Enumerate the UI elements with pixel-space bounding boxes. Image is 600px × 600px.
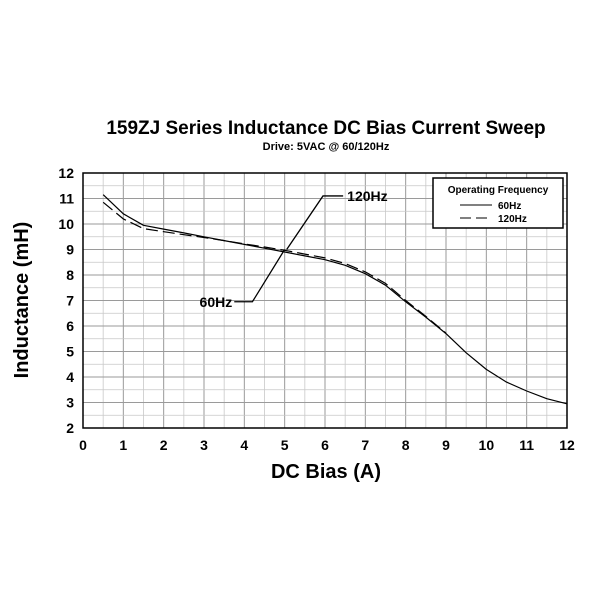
plot-frame	[82, 172, 568, 429]
x-axis-ticks: 0 1 2 3 4 5 6 7 8 9 10 11 12	[79, 437, 575, 453]
legend-entry-60hz: 60Hz	[498, 201, 521, 212]
chart-title: 159ZJ Series Inductance DC Bias Current …	[106, 118, 545, 139]
x-tick-label: 5	[281, 437, 289, 453]
y-tick-label: 6	[66, 318, 74, 334]
x-tick-label: 10	[479, 437, 495, 453]
series-line-60hz	[102, 194, 568, 405]
leader-line-60hz	[234, 249, 286, 303]
x-tick-label: 2	[160, 437, 168, 453]
x-tick-label: 6	[321, 437, 329, 453]
annotation-layer: 120Hz 60Hz	[200, 188, 388, 310]
y-tick-label: 10	[58, 216, 74, 232]
y-tick-label: 8	[66, 267, 74, 283]
x-tick-label: 4	[240, 437, 248, 453]
series-line-120hz	[102, 201, 447, 334]
legend: Operating Frequency 60Hz 120Hz	[432, 177, 564, 229]
legend-title: Operating Frequency	[448, 185, 549, 196]
legend-box	[432, 177, 564, 229]
y-tick-label: 3	[66, 395, 74, 411]
y-axis-ticks: 2 3 4 5 6 7 8 9 10 11 12	[58, 165, 74, 436]
y-tick-label: 7	[66, 293, 74, 309]
chart-subtitle: Drive: 5VAC @ 60/120Hz	[263, 141, 390, 153]
x-tick-label: 7	[361, 437, 369, 453]
x-tick-label: 9	[442, 437, 450, 453]
x-tick-label: 8	[402, 437, 410, 453]
x-tick-label: 0	[79, 437, 87, 453]
annotation-120hz: 120Hz	[347, 188, 387, 204]
y-tick-label: 4	[66, 369, 74, 385]
y-tick-label: 5	[66, 344, 74, 360]
x-axis-label: DC Bias (A)	[271, 461, 381, 483]
x-tick-label: 12	[559, 437, 575, 453]
x-tick-label: 11	[519, 437, 534, 453]
y-tick-label: 9	[66, 242, 74, 258]
annotation-60hz: 60Hz	[200, 294, 233, 310]
y-tick-label: 12	[58, 165, 74, 181]
legend-entry-120hz: 120Hz	[498, 214, 527, 225]
leader-line-120hz	[286, 195, 344, 250]
series-layer	[102, 194, 568, 405]
x-tick-label: 3	[200, 437, 208, 453]
x-tick-label: 1	[119, 437, 127, 453]
y-tick-label: 2	[66, 420, 74, 436]
y-axis-label: Inductance (mH)	[11, 222, 33, 379]
y-tick-label: 11	[59, 191, 74, 207]
